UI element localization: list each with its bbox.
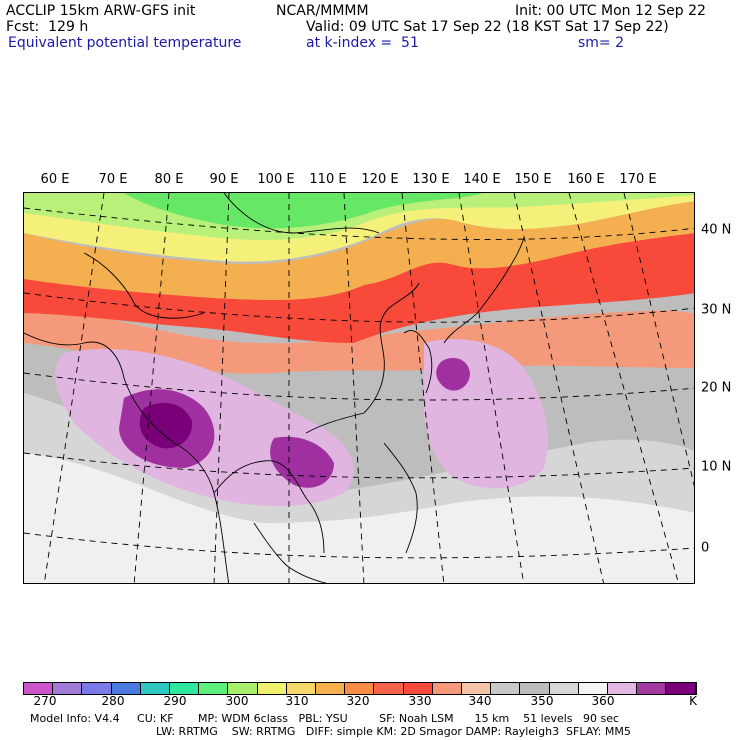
init-time: Init: 00 UTC Mon 12 Sep 22	[515, 3, 706, 19]
forecast-hour: Fcst: 129 h	[6, 19, 89, 35]
colorbar-segment	[53, 683, 83, 694]
level-index: at k-index = 51	[306, 35, 419, 51]
field-name: Equivalent potential temperature	[8, 35, 242, 51]
lon-label: 130 E	[412, 172, 450, 187]
colorbar-tick: 310	[285, 694, 309, 708]
colorbar-unit: K	[689, 694, 697, 708]
colorbar-segment	[432, 683, 463, 694]
graticule-line	[513, 193, 605, 583]
valid-time: Valid: 09 UTC Sat 17 Sep 22 (18 KST Sat …	[306, 19, 669, 35]
coastline	[305, 282, 420, 434]
colorbar-tick: 350	[530, 694, 554, 708]
lat-label: 10 N	[701, 459, 732, 475]
colorbar-segment	[666, 683, 696, 694]
field-purple-indochina	[270, 436, 334, 488]
coastline	[443, 237, 525, 344]
colorbar-segment	[82, 683, 112, 694]
colorbar-segment	[549, 683, 579, 694]
lon-label: 170 E	[619, 172, 657, 187]
lat-label: 0	[701, 540, 710, 556]
colorbar-segment	[316, 683, 346, 694]
colorbar-segment	[228, 683, 258, 694]
lon-label: 70 E	[98, 172, 128, 187]
colorbar-tick: 300	[225, 694, 249, 708]
field-green	[124, 193, 484, 229]
smoothing-label: sm= 2	[578, 35, 625, 51]
colorbar-segment	[286, 683, 317, 694]
lat-label: 30 N	[701, 302, 732, 318]
field-dark-purple	[139, 402, 193, 449]
lon-label: 90 E	[209, 172, 239, 187]
lon-label: 80 E	[154, 172, 184, 187]
colorbar-segment	[111, 683, 141, 694]
lon-label: 160 E	[567, 172, 605, 187]
colorbar-segment	[374, 683, 404, 694]
lon-label: 140 E	[463, 172, 501, 187]
colorbar-segment	[24, 683, 54, 694]
colorbar-segment	[637, 683, 667, 694]
colorbar-segment	[578, 683, 609, 694]
colorbar-segment	[140, 683, 171, 694]
lon-label: 100 E	[257, 172, 295, 187]
model-info-line: Model Info: V4.4 CU: KF MP: WDM 6class P…	[30, 712, 620, 725]
coastline	[213, 460, 325, 554]
coastline	[223, 193, 380, 234]
colorbar-tick: 320	[346, 694, 370, 708]
lon-label: 60 E	[40, 172, 70, 187]
colorbar-tick: 360	[591, 694, 615, 708]
colorbar-segment	[170, 683, 200, 694]
colorbar-segment	[345, 683, 375, 694]
lat-label: 20 N	[701, 380, 732, 396]
physics-info-line: LW: RRTMG SW: RRTMG DIFF: simple KM: 2D …	[156, 725, 631, 738]
field-white	[24, 453, 694, 583]
coastline	[383, 442, 418, 554]
colorbar-segment	[520, 683, 550, 694]
center-label: NCAR/MMMM	[276, 3, 369, 19]
coastline	[253, 522, 327, 583]
map-canvas	[24, 193, 694, 583]
coastline	[24, 332, 230, 583]
graticule-line	[623, 193, 694, 487]
colorbar-segment	[608, 683, 638, 694]
model-title: ACCLIP 15km ARW-GFS init	[6, 3, 196, 19]
colorbar-segment	[257, 683, 287, 694]
colorbar-segment	[403, 683, 433, 694]
colorbar-segment	[462, 683, 492, 694]
coastline	[403, 330, 433, 394]
field-purple-typhoon	[436, 357, 470, 391]
lon-label: 110 E	[309, 172, 347, 187]
graticule-line	[458, 193, 525, 583]
colorbar-tick: 280	[101, 694, 125, 708]
colorbar	[23, 682, 697, 695]
lon-label: 120 E	[361, 172, 399, 187]
lon-label: 150 E	[514, 172, 552, 187]
colorbar-tick: 270	[33, 694, 57, 708]
colorbar-tick: 290	[163, 694, 187, 708]
lat-label: 40 N	[701, 222, 732, 238]
colorbar-tick: 340	[468, 694, 492, 708]
coastline	[83, 252, 205, 319]
field-orange	[24, 198, 694, 300]
colorbar-segment	[199, 683, 229, 694]
map-panel	[23, 192, 695, 584]
colorbar-segment	[491, 683, 521, 694]
graticule-line	[568, 193, 679, 583]
colorbar-tick: 330	[408, 694, 432, 708]
